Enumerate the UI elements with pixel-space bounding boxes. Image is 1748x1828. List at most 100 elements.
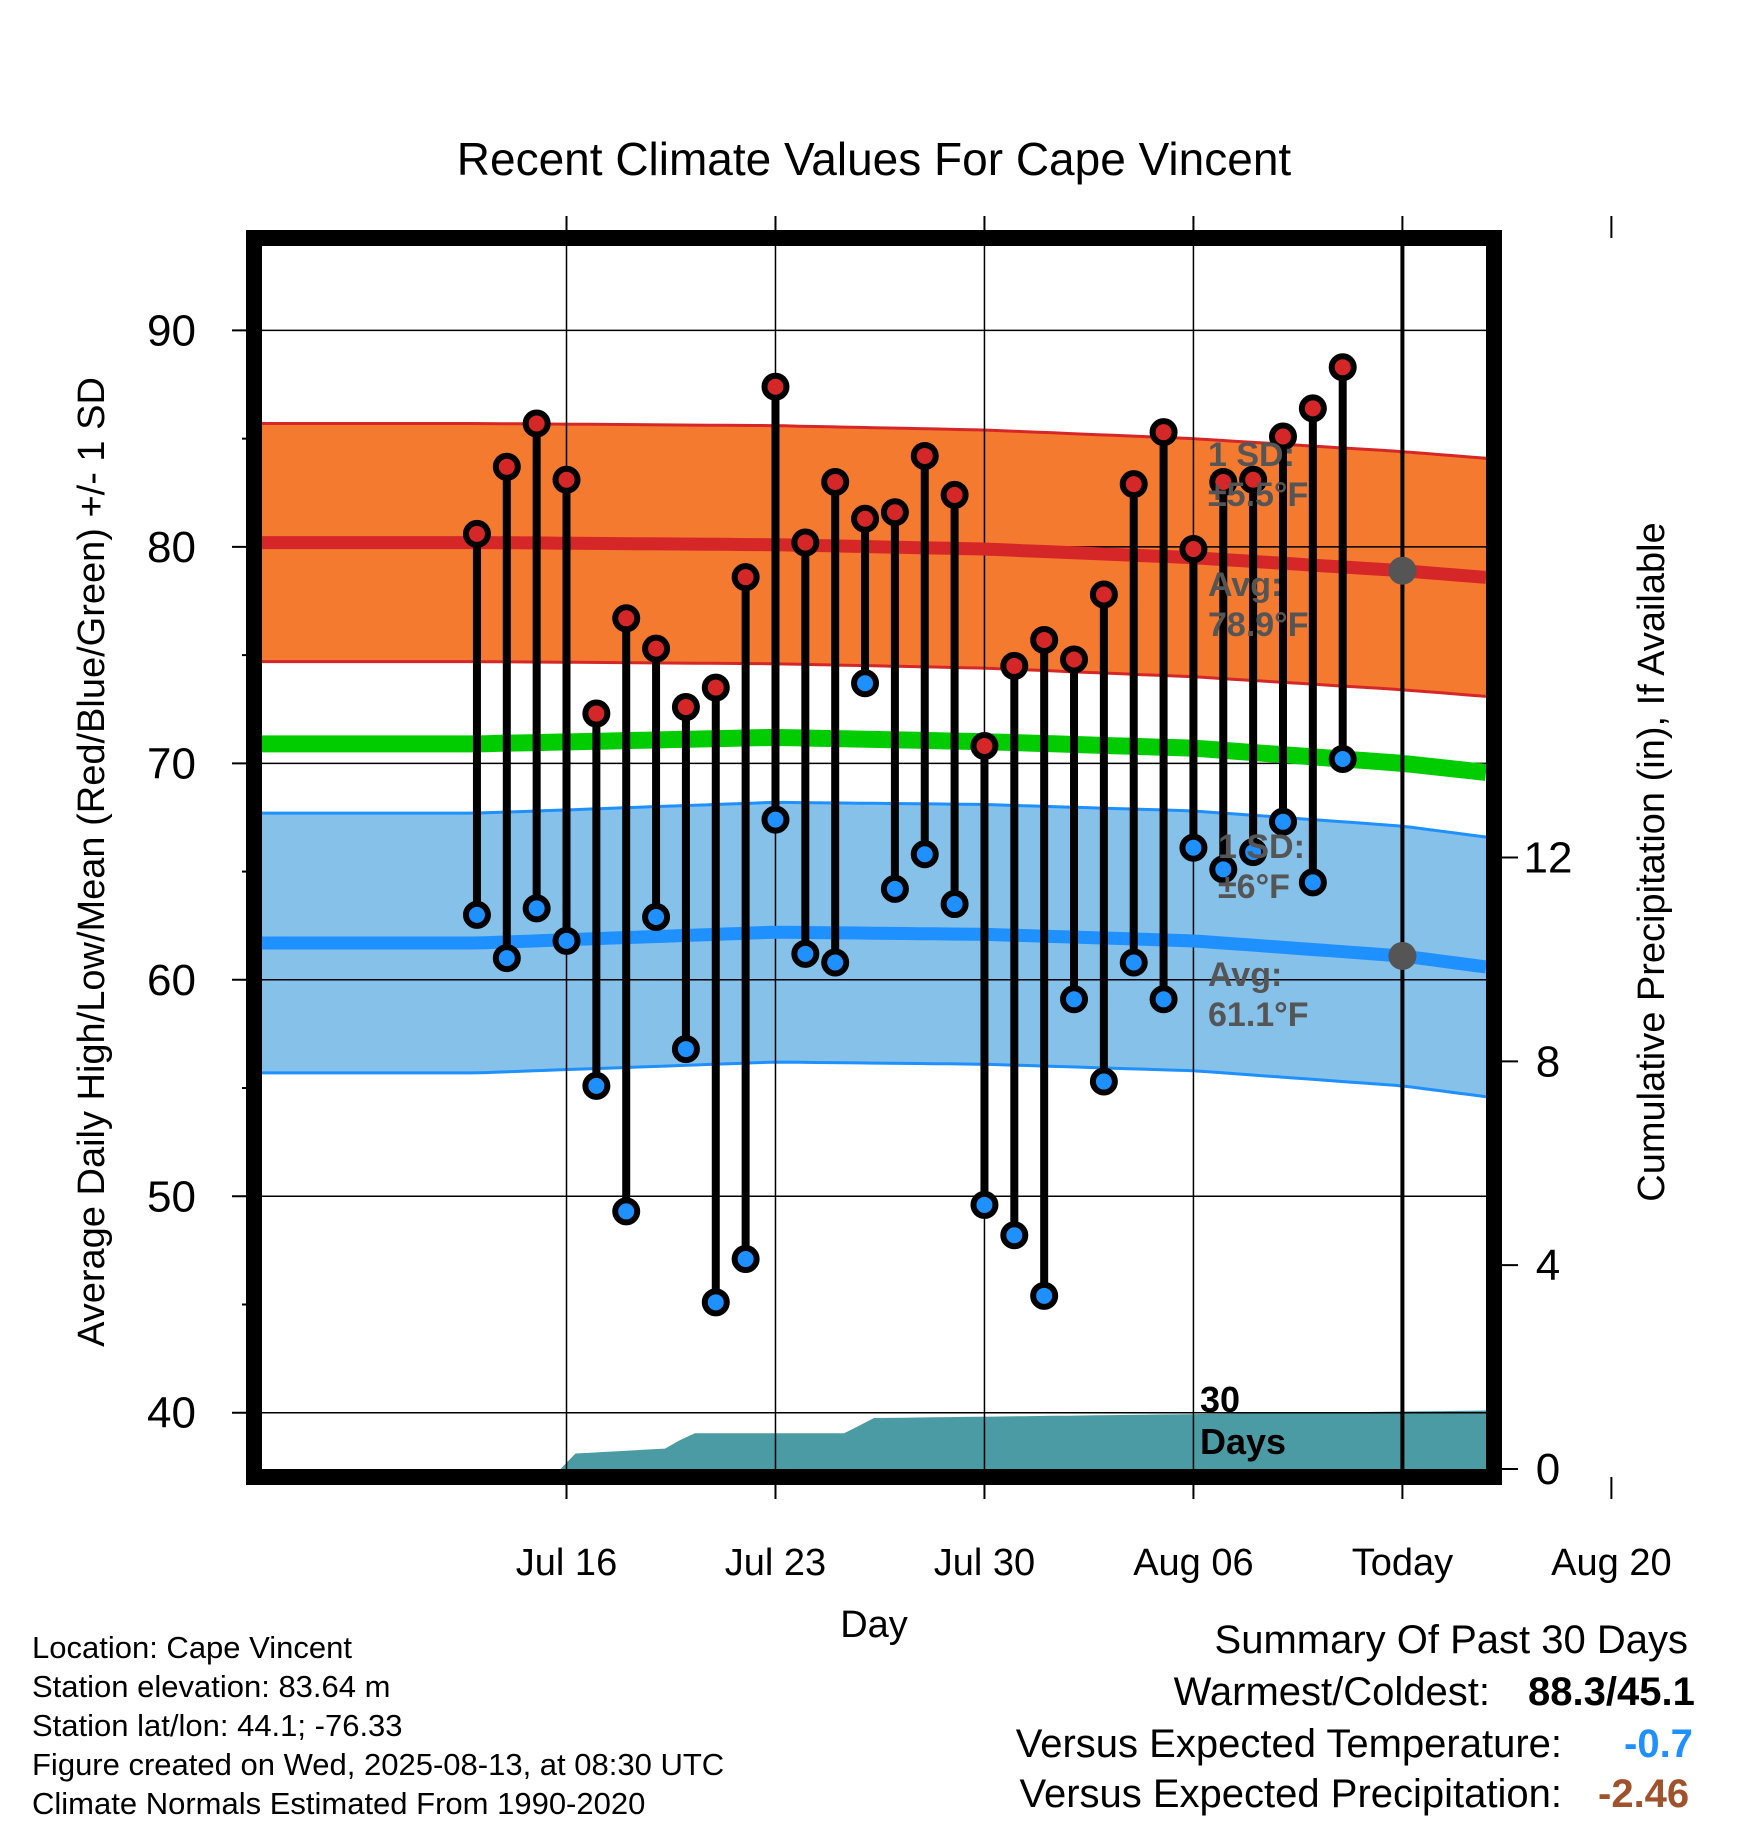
y-tick-label: 90: [147, 306, 196, 355]
high-point: [821, 467, 850, 496]
y2-tick-label: 4: [1536, 1241, 1560, 1290]
y2-tick-label: 0: [1536, 1445, 1560, 1494]
high-point: [1179, 535, 1208, 564]
y-tick-label: 50: [147, 1172, 196, 1221]
high-avg-annotation: Avg:: [1208, 566, 1282, 604]
precip-value: -2.46: [1598, 1772, 1690, 1816]
temp-value: -0.7: [1624, 1722, 1693, 1766]
high-point: [1328, 353, 1357, 382]
low-point: [1268, 807, 1297, 836]
x-tick-label: Today: [1352, 1542, 1453, 1584]
high-point: [492, 452, 521, 481]
low-point: [492, 944, 521, 973]
low-point: [880, 874, 909, 903]
x-tick-label: Jul 23: [725, 1542, 826, 1584]
high-point: [1298, 394, 1327, 423]
low-point: [761, 805, 790, 834]
low-point: [462, 900, 491, 929]
low-point: [582, 1071, 611, 1100]
low-point: [970, 1190, 999, 1219]
y-tick-label: 40: [147, 1389, 196, 1438]
high-point: [1209, 467, 1238, 496]
high-point: [462, 519, 491, 548]
low-point: [1239, 838, 1268, 867]
high-avg-marker: [1388, 556, 1417, 585]
low-point: [1119, 948, 1148, 977]
low-avg-marker: [1388, 941, 1417, 970]
low-avg-annotation: Avg:: [1208, 956, 1282, 994]
low-sd-lower: [262, 1060, 1486, 1099]
high-point: [1000, 651, 1029, 680]
low-sd-annotation: ±6°F: [1218, 868, 1290, 906]
high-point: [970, 732, 999, 761]
low-point: [612, 1197, 641, 1226]
high-point: [910, 441, 939, 470]
normals-text: Climate Normals Estimated From 1990-2020: [32, 1786, 646, 1821]
low-point: [940, 890, 969, 919]
low-point: [1328, 745, 1357, 774]
low-point: [1030, 1281, 1059, 1310]
created-text: Figure created on Wed, 2025-08-13, at 08…: [32, 1747, 725, 1782]
x-tick-label: Jul 16: [516, 1542, 617, 1584]
x-tick-label: Jul 30: [934, 1542, 1035, 1584]
high-point: [791, 528, 820, 557]
low-point: [1000, 1221, 1029, 1250]
elevation-text: Station elevation: 83.64 m: [32, 1669, 391, 1704]
high-point: [761, 372, 790, 401]
high-point: [880, 498, 909, 527]
y-tick-label: 60: [147, 956, 196, 1005]
low-point: [1209, 855, 1238, 884]
high-point: [671, 693, 700, 722]
y-tick-label: 70: [147, 739, 196, 788]
warmest-value: 88.3/45.1: [1528, 1670, 1695, 1714]
high-point: [552, 465, 581, 494]
low-point: [1149, 985, 1178, 1014]
high-sd-annotation: 1 SD:: [1208, 436, 1295, 474]
low-point: [552, 926, 581, 955]
location-text: Location: Cape Vincent: [32, 1630, 352, 1665]
high-point: [851, 504, 880, 533]
y2-tick-label: 12: [1524, 834, 1573, 883]
high-point: [1060, 645, 1089, 674]
high-point: [642, 634, 671, 663]
low-point: [642, 903, 671, 932]
high-point: [582, 699, 611, 728]
high-point: [1149, 418, 1178, 447]
mean-normal-line: [262, 728, 1486, 781]
low-normal-line: [262, 925, 1486, 974]
high-point: [1268, 422, 1297, 451]
days-annotation: 30: [1200, 1379, 1240, 1420]
y-axis-label: Average Daily High/Low/Mean (Red/Blue/Gr…: [71, 377, 113, 1347]
high-point: [612, 604, 641, 633]
low-avg-annotation: 61.1°F: [1208, 996, 1309, 1034]
station-info: Location: Cape Vincent Station elevation…: [32, 1628, 724, 1823]
high-avg-annotation: 78.9°F: [1208, 606, 1309, 644]
summary-title: Summary Of Past 30 Days: [1214, 1618, 1688, 1662]
precip-area: [262, 1410, 1486, 1469]
low-point: [1089, 1067, 1118, 1096]
low-point: [731, 1245, 760, 1274]
high-point: [731, 563, 760, 592]
high-point: [701, 673, 730, 702]
high-point: [940, 480, 969, 509]
warmest-label: Warmest/Coldest:: [1173, 1670, 1490, 1714]
low-point: [821, 948, 850, 977]
low-point: [671, 1035, 700, 1064]
high-point: [522, 409, 551, 438]
y2-axis-label: Cumulative Precipitation (in), If Availa…: [1631, 522, 1673, 1201]
low-point: [851, 669, 880, 698]
low-point: [522, 894, 551, 923]
x-axis-label: Day: [840, 1604, 908, 1646]
precip-label: Versus Expected Precipitation:: [1019, 1772, 1562, 1816]
days-annotation: Days: [1200, 1421, 1286, 1462]
y-tick-label: 80: [147, 523, 196, 572]
low-point: [1298, 868, 1327, 897]
chart-title: Recent Climate Values For Cape Vincent: [457, 133, 1292, 185]
latlon-text: Station lat/lon: 44.1; -76.33: [32, 1708, 403, 1743]
high-point: [1089, 580, 1118, 609]
low-point: [1179, 833, 1208, 862]
high-point: [1119, 470, 1148, 499]
low-point: [791, 939, 820, 968]
x-tick-label: Aug 20: [1551, 1542, 1671, 1584]
